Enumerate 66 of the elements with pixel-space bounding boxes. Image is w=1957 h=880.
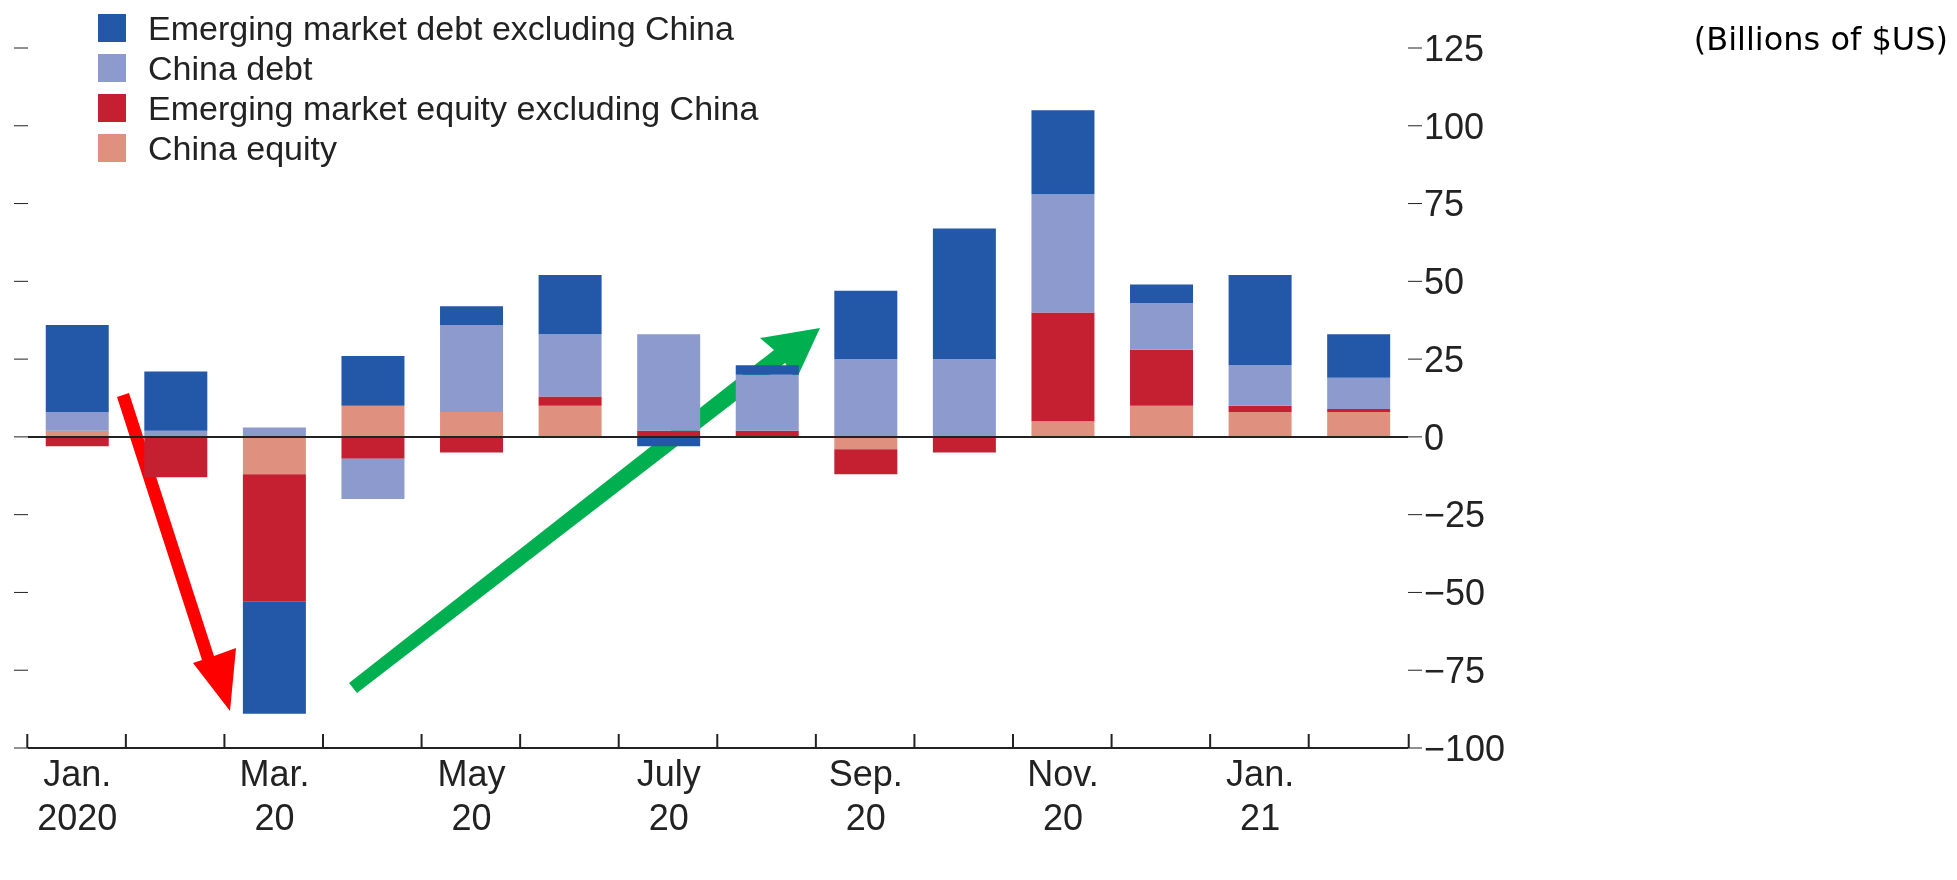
y-tick-label: −50 — [1424, 572, 1486, 614]
bar — [1228, 275, 1292, 366]
bar — [1130, 405, 1194, 437]
bar — [242, 601, 306, 714]
bar — [538, 334, 602, 397]
bar — [932, 228, 996, 360]
legend-label: China equity — [148, 128, 338, 168]
y-tick-label: 50 — [1424, 261, 1465, 303]
bar — [1228, 405, 1292, 412]
bar — [144, 436, 208, 478]
y-tick-label: 100 — [1424, 105, 1485, 147]
x-tick-label: Jan. 2020 — [37, 753, 118, 838]
bar — [538, 275, 602, 335]
bar — [1130, 303, 1194, 350]
x-tick-label: Mar. 20 — [239, 753, 310, 838]
bar — [1130, 284, 1194, 304]
bar — [45, 412, 109, 431]
bar — [144, 371, 208, 431]
x-tick-label: Nov. 20 — [1027, 753, 1099, 838]
bar — [1130, 349, 1194, 406]
x-tick-label: Sep. 20 — [828, 753, 903, 838]
x-tick-label: Jan. 21 — [1226, 753, 1295, 838]
legend-label: China debt — [148, 48, 313, 88]
legend-label: Emerging market equity excluding China — [148, 88, 759, 128]
text: (Billions of $US) — [1693, 20, 1948, 58]
bar — [637, 334, 701, 431]
bar — [341, 405, 405, 437]
bar — [242, 436, 306, 475]
bar — [440, 412, 504, 437]
bar — [834, 290, 898, 360]
x-tick-label: May 20 — [437, 753, 506, 838]
bar — [932, 436, 996, 453]
y-tick-label: −100 — [1424, 727, 1506, 769]
y-tick-label: 25 — [1424, 338, 1465, 380]
y-tick-label: 125 — [1424, 27, 1485, 69]
bar — [932, 359, 996, 437]
bar — [1228, 412, 1292, 437]
bar — [341, 458, 405, 500]
bar — [1228, 365, 1292, 406]
bar — [538, 396, 602, 406]
bar — [440, 306, 504, 325]
x-tick-label: July 20 — [636, 753, 701, 838]
bar — [341, 436, 405, 459]
bar — [735, 374, 799, 431]
bar — [440, 436, 504, 453]
bar — [440, 324, 504, 412]
bar — [1327, 408, 1391, 412]
bar — [1031, 312, 1095, 422]
bar — [834, 359, 898, 437]
y-tick-label: −75 — [1424, 650, 1486, 691]
bar — [1327, 412, 1391, 437]
bar — [45, 324, 109, 412]
bar — [1327, 377, 1391, 409]
bar — [735, 365, 799, 375]
bar — [834, 449, 898, 475]
bar — [1031, 421, 1095, 437]
y-tick-label: −25 — [1424, 494, 1486, 536]
bar — [242, 474, 306, 602]
bar — [538, 405, 602, 437]
bar — [1031, 110, 1095, 195]
y-tick-label: 75 — [1424, 183, 1465, 225]
bar — [1327, 334, 1391, 378]
bar — [341, 356, 405, 406]
bar — [1031, 194, 1095, 313]
legend-label: Emerging market debt excluding China — [148, 8, 734, 48]
y-tick-label: 0 — [1424, 416, 1445, 458]
